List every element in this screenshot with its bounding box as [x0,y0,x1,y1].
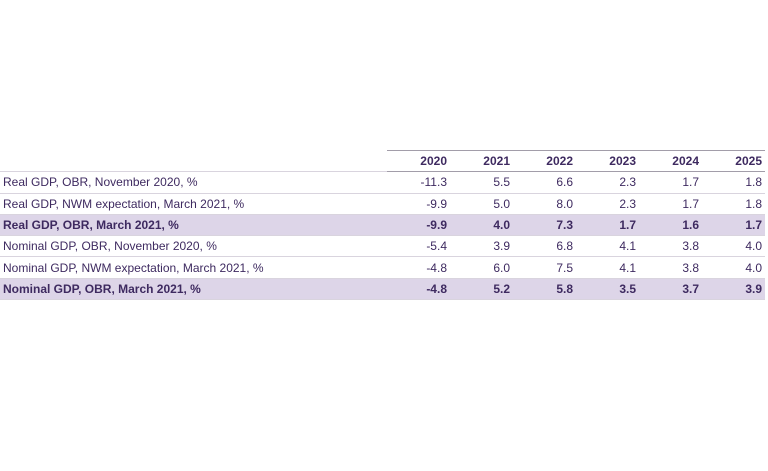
value-cell: 3.8 [639,235,702,258]
row-label: Real GDP, OBR, November 2020, % [0,171,387,194]
value-cell: -11.3 [387,171,450,194]
value-cell: 6.0 [450,256,513,279]
table-row: Real GDP, OBR, November 2020, % -11.3 5.… [0,171,765,194]
table-header: 2020 2021 2022 2023 2024 2025 [0,149,765,173]
value-cell: 4.1 [576,256,639,279]
row-label: Nominal GDP, NWM expectation, March 2021… [0,256,387,279]
value-cell: 8.0 [513,193,576,215]
year-header-2023: 2023 [576,149,639,173]
value-cell: 7.3 [513,214,576,237]
value-cell: 2.3 [576,171,639,194]
value-cell: 5.2 [450,278,513,301]
value-cell: 1.8 [702,171,765,194]
value-cell: 4.0 [702,235,765,258]
value-cell: 3.5 [576,278,639,301]
value-cell: -9.9 [387,214,450,237]
value-cell: 1.7 [576,214,639,237]
value-cell: 5.8 [513,278,576,301]
value-cell: 2.3 [576,193,639,215]
value-cell: 4.0 [450,214,513,237]
year-header-2021: 2021 [450,149,513,173]
value-cell: 4.0 [702,256,765,279]
value-cell: 1.6 [639,214,702,237]
table-row: Real GDP, NWM expectation, March 2021, %… [0,193,765,215]
value-cell: -4.8 [387,256,450,279]
table-row: Nominal GDP, NWM expectation, March 2021… [0,256,765,279]
header-corner-cell [0,150,387,173]
table-body: Real GDP, OBR, November 2020, % -11.3 5.… [0,171,765,301]
gdp-forecast-table: 2020 2021 2022 2023 2024 2025 Real GDP, … [0,149,765,301]
value-cell: 1.7 [639,171,702,194]
value-cell: 3.7 [639,278,702,301]
value-cell: 6.8 [513,235,576,258]
value-cell: 3.8 [639,256,702,279]
value-cell: 1.7 [702,214,765,237]
table-row: Nominal GDP, OBR, November 2020, % -5.4 … [0,235,765,258]
value-cell: 1.8 [702,193,765,215]
value-cell: 1.7 [639,193,702,215]
row-label: Real GDP, OBR, March 2021, % [0,214,387,237]
year-header-2025: 2025 [702,149,765,173]
row-label: Real GDP, NWM expectation, March 2021, % [0,193,387,215]
gdp-forecast-table-container: 2020 2021 2022 2023 2024 2025 Real GDP, … [0,149,765,301]
year-header-2020: 2020 [387,149,450,173]
value-cell: 6.6 [513,171,576,194]
value-cell: 3.9 [702,278,765,301]
value-cell: -4.8 [387,278,450,301]
value-cell: 5.0 [450,193,513,215]
row-label: Nominal GDP, OBR, November 2020, % [0,235,387,258]
table-row-highlighted: Nominal GDP, OBR, March 2021, % -4.8 5.2… [0,278,765,301]
value-cell: -9.9 [387,193,450,215]
value-cell: 5.5 [450,171,513,194]
value-cell: -5.4 [387,235,450,258]
header-row: 2020 2021 2022 2023 2024 2025 [0,149,765,173]
year-header-2024: 2024 [639,149,702,173]
year-header-2022: 2022 [513,149,576,173]
row-label: Nominal GDP, OBR, March 2021, % [0,278,387,301]
table-row-highlighted: Real GDP, OBR, March 2021, % -9.9 4.0 7.… [0,214,765,237]
value-cell: 3.9 [450,235,513,258]
value-cell: 4.1 [576,235,639,258]
value-cell: 7.5 [513,256,576,279]
